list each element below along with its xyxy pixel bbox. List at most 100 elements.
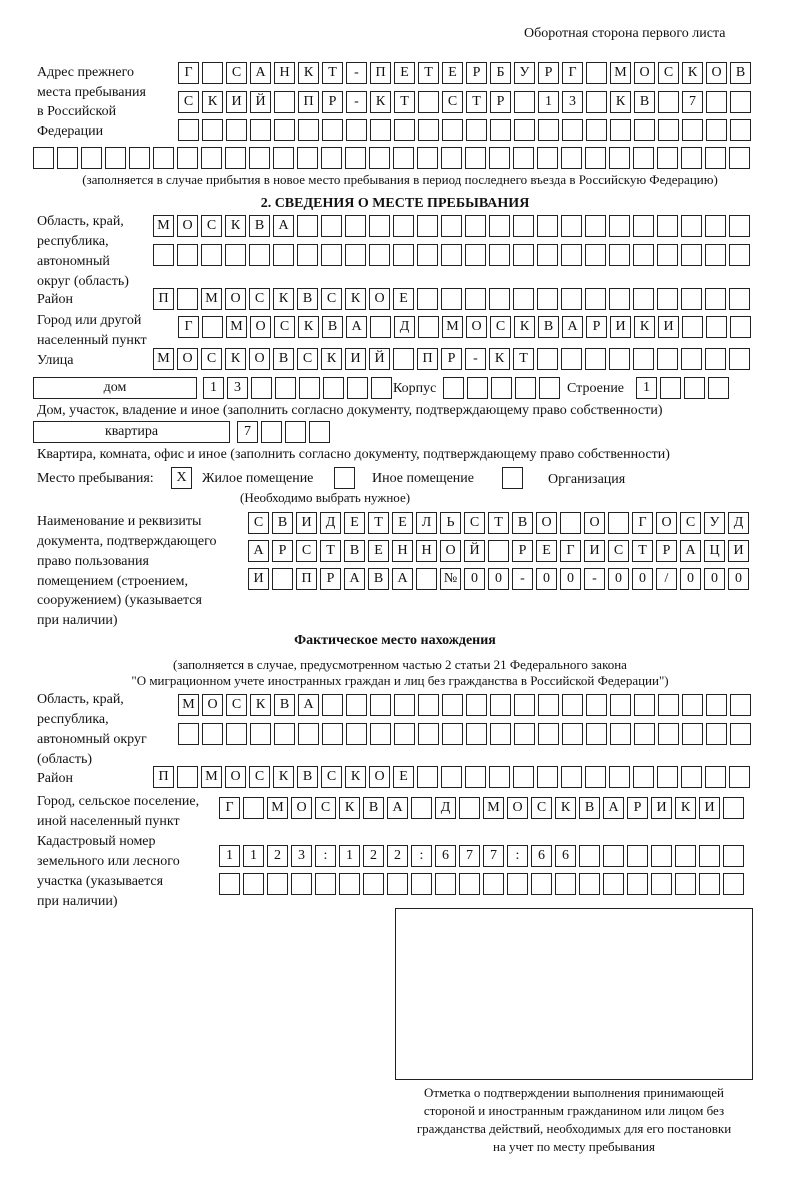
char-cell[interactable]: О: [249, 348, 270, 370]
char-cell[interactable]: К: [345, 288, 366, 310]
char-cell[interactable]: К: [225, 215, 246, 237]
char-cell[interactable]: А: [387, 797, 408, 819]
char-cell[interactable]: Р: [512, 540, 533, 562]
char-cell[interactable]: [459, 797, 480, 819]
char-cell[interactable]: М: [201, 766, 222, 788]
char-cell[interactable]: [394, 723, 415, 745]
char-cell[interactable]: [369, 244, 390, 266]
char-cell[interactable]: [243, 797, 264, 819]
char-cell[interactable]: [633, 147, 654, 169]
char-cell[interactable]: [393, 348, 414, 370]
char-cell[interactable]: [537, 766, 558, 788]
char-cell[interactable]: [729, 288, 750, 310]
char-cell[interactable]: [442, 723, 463, 745]
char-cell[interactable]: [393, 147, 414, 169]
char-cell[interactable]: Г: [562, 62, 583, 84]
char-cell[interactable]: И: [226, 91, 247, 113]
char-cell[interactable]: [250, 723, 271, 745]
char-cell[interactable]: [609, 244, 630, 266]
char-cell[interactable]: [705, 348, 726, 370]
char-cell[interactable]: [272, 568, 293, 590]
char-cell[interactable]: /: [656, 568, 677, 590]
char-cell[interactable]: И: [345, 348, 366, 370]
char-cell[interactable]: [579, 873, 600, 895]
char-cell[interactable]: С: [442, 91, 463, 113]
korpus-row[interactable]: [443, 377, 560, 399]
char-cell[interactable]: А: [392, 568, 413, 590]
char-cell[interactable]: [441, 147, 462, 169]
char-cell[interactable]: -: [465, 348, 486, 370]
char-cell[interactable]: 7: [459, 845, 480, 867]
stay-checkbox-other[interactable]: [334, 467, 355, 489]
char-cell[interactable]: [633, 288, 654, 310]
char-cell[interactable]: [347, 377, 368, 399]
char-cell[interactable]: [681, 215, 702, 237]
prev-address-row-3[interactable]: [178, 119, 751, 141]
char-cell[interactable]: [561, 288, 582, 310]
char-cell[interactable]: [730, 119, 751, 141]
stay-checkbox-residential[interactable]: X: [171, 467, 192, 489]
char-cell[interactable]: 0: [608, 568, 629, 590]
char-cell[interactable]: [441, 766, 462, 788]
char-cell[interactable]: [682, 694, 703, 716]
char-cell[interactable]: [369, 215, 390, 237]
char-cell[interactable]: Н: [392, 540, 413, 562]
char-cell[interactable]: Г: [178, 62, 199, 84]
char-cell[interactable]: [177, 766, 198, 788]
char-cell[interactable]: Т: [488, 512, 509, 534]
char-cell[interactable]: О: [225, 288, 246, 310]
char-cell[interactable]: 3: [227, 377, 248, 399]
char-cell[interactable]: [459, 873, 480, 895]
char-cell[interactable]: [531, 873, 552, 895]
char-cell[interactable]: [705, 147, 726, 169]
char-cell[interactable]: И: [296, 512, 317, 534]
char-cell[interactable]: [346, 694, 367, 716]
char-cell[interactable]: А: [562, 316, 583, 338]
char-cell[interactable]: [467, 377, 488, 399]
char-cell[interactable]: [514, 723, 535, 745]
char-cell[interactable]: К: [675, 797, 696, 819]
char-cell[interactable]: [675, 845, 696, 867]
char-cell[interactable]: Р: [538, 62, 559, 84]
char-cell[interactable]: [515, 377, 536, 399]
char-cell[interactable]: Р: [627, 797, 648, 819]
char-cell[interactable]: Е: [442, 62, 463, 84]
char-cell[interactable]: В: [538, 316, 559, 338]
char-cell[interactable]: С: [315, 797, 336, 819]
char-cell[interactable]: Д: [394, 316, 415, 338]
char-cell[interactable]: [658, 723, 679, 745]
char-cell[interactable]: К: [514, 316, 535, 338]
char-cell[interactable]: О: [634, 62, 655, 84]
char-cell[interactable]: [537, 244, 558, 266]
char-cell[interactable]: [705, 288, 726, 310]
char-cell[interactable]: 0: [488, 568, 509, 590]
char-cell[interactable]: [489, 288, 510, 310]
doc-row-3[interactable]: И П Р А В А № 0 0-0 0-0 0/0 0 0: [248, 568, 749, 590]
char-cell[interactable]: [730, 723, 751, 745]
char-cell[interactable]: К: [370, 91, 391, 113]
char-cell[interactable]: С: [608, 540, 629, 562]
char-cell[interactable]: К: [610, 91, 631, 113]
char-cell[interactable]: [627, 845, 648, 867]
char-cell[interactable]: [201, 244, 222, 266]
actual-region-row-2[interactable]: [178, 723, 751, 745]
char-cell[interactable]: [579, 845, 600, 867]
char-cell[interactable]: В: [297, 766, 318, 788]
char-cell[interactable]: О: [507, 797, 528, 819]
char-cell[interactable]: [706, 119, 727, 141]
char-cell[interactable]: Й: [464, 540, 485, 562]
char-cell[interactable]: [275, 377, 296, 399]
char-cell[interactable]: [178, 723, 199, 745]
char-cell[interactable]: [537, 348, 558, 370]
char-cell[interactable]: У: [704, 512, 725, 534]
char-cell[interactable]: 7: [237, 421, 258, 443]
char-cell[interactable]: Т: [632, 540, 653, 562]
char-cell[interactable]: [202, 723, 223, 745]
char-cell[interactable]: [225, 244, 246, 266]
char-cell[interactable]: [586, 694, 607, 716]
char-cell[interactable]: А: [346, 316, 367, 338]
char-cell[interactable]: [483, 873, 504, 895]
